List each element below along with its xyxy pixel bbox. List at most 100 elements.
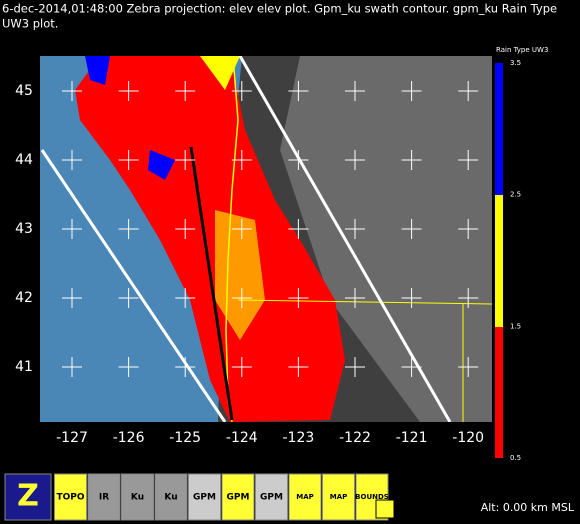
grid-cross: [401, 150, 422, 170]
icon-label[interactable]: GPM: [260, 493, 283, 503]
toolbar-icon[interactable]: GPM: [255, 473, 288, 521]
grid-cross: [458, 357, 479, 377]
lat-label: 44: [15, 152, 33, 168]
icon-face[interactable]: [87, 473, 121, 521]
icon-label[interactable]: BOUNDS: [355, 493, 389, 501]
rain-yellow: [200, 56, 240, 90]
grid-cross: [118, 150, 139, 170]
terrain-high: [280, 56, 492, 422]
grid-cross: [288, 150, 309, 170]
grid-cross: [231, 219, 252, 239]
state-border: [237, 299, 492, 305]
icon-face[interactable]: [221, 473, 255, 521]
status: Alt: 0.00 km MSL: [481, 501, 575, 514]
lon-label: -120: [452, 430, 484, 446]
grid-cross: [118, 288, 139, 308]
lon-label: -125: [169, 430, 201, 446]
grid-cross: [231, 81, 252, 101]
icon-label[interactable]: MAP: [330, 493, 348, 501]
icon-label[interactable]: GPM: [193, 493, 216, 503]
toolbar: Z TOPO IR Ku Ku GPM GPM GPM MAP MAP BOUNDS: [4, 473, 395, 521]
icon-face[interactable]: [188, 473, 221, 521]
grid-cross: [288, 219, 309, 239]
colorbar: Rain Type UW3: [495, 46, 548, 458]
track: [189, 146, 234, 421]
icon-label[interactable]: TOPO: [56, 493, 84, 503]
icon-face[interactable]: [54, 473, 87, 521]
icon-label[interactable]: IR: [99, 493, 109, 503]
grid-cross: [175, 288, 196, 308]
colorbar-label: 1.5: [510, 322, 521, 330]
icon-face[interactable]: [121, 473, 154, 521]
icon-label[interactable]: MAP: [296, 493, 314, 501]
toolbar-icon[interactable]: TOPO: [54, 473, 87, 521]
icon-face[interactable]: [4, 473, 52, 521]
toolbar-icon[interactable]: MAP: [288, 473, 322, 521]
colorbar-blue: [495, 63, 503, 195]
grid-cross: [175, 150, 196, 170]
grid-cross: [458, 288, 479, 308]
rain-stratiform: [75, 56, 345, 422]
grid-cross: [458, 81, 479, 101]
toolbar-icon[interactable]: Z: [4, 473, 52, 521]
grid-cross: [401, 357, 422, 377]
colorbar-title: Rain Type UW3: [496, 46, 548, 54]
grid-cross: [458, 150, 479, 170]
lon-label: -126: [113, 430, 145, 446]
grid-cross: [231, 288, 252, 308]
grid-cross: [458, 219, 479, 239]
grid-cross: [401, 219, 422, 239]
swath-edge: [238, 56, 452, 422]
grid-cross: [175, 81, 196, 101]
grid-button[interactable]: [375, 499, 395, 519]
lat-label: 45: [15, 83, 33, 99]
toolbar-icon[interactable]: Ku: [121, 473, 154, 521]
grid-cross: [62, 150, 82, 170]
grid-cross: [345, 81, 365, 101]
grid-cross: [118, 81, 139, 101]
lon-label: -122: [339, 430, 371, 446]
grid-cross: [118, 357, 139, 377]
lat-label: 43: [15, 221, 33, 237]
grid-cross: [62, 357, 82, 377]
colorbar-label: 0.5: [510, 454, 521, 462]
grid-cross: [175, 219, 196, 239]
grid-cross: [345, 219, 365, 239]
grid-cross: [118, 219, 139, 239]
grid-cross: [231, 150, 252, 170]
map: [40, 56, 492, 422]
grid-cross: [288, 357, 309, 377]
grid-cross: [345, 357, 365, 377]
icon-face[interactable]: [154, 473, 188, 521]
lat-label: 41: [15, 359, 33, 375]
grid-cross: [401, 288, 422, 308]
grid-cross: [231, 357, 252, 377]
grid-cross: [175, 357, 196, 377]
grid-cross: [288, 81, 309, 101]
colorbar-red: [495, 327, 503, 458]
icon-face[interactable]: [288, 473, 322, 521]
icon-label[interactable]: Z: [17, 479, 39, 514]
colorbar-label: 2.5: [510, 191, 521, 199]
grid-cross: [288, 288, 309, 308]
rain-blue: [148, 150, 175, 180]
icon-label[interactable]: GPM: [227, 493, 250, 503]
toolbar-icon[interactable]: GPM: [188, 473, 221, 521]
toolbar-icon[interactable]: MAP: [322, 473, 355, 521]
icon-label[interactable]: Ku: [131, 493, 144, 503]
rain-blue: [85, 56, 110, 85]
title-line2: UW3 plot.: [2, 17, 58, 31]
icon-label[interactable]: Ku: [164, 493, 177, 503]
rain-convective: [215, 210, 265, 340]
grid-cross: [345, 288, 365, 308]
lat-label: 42: [15, 290, 33, 306]
toolbar-icon[interactable]: GPM: [221, 473, 255, 521]
lon-label: -124: [226, 430, 258, 446]
icon-face[interactable]: [255, 473, 288, 521]
toolbar-icon[interactable]: IR: [87, 473, 121, 521]
grid-cross: [62, 288, 82, 308]
toolbar-icon[interactable]: Ku: [154, 473, 188, 521]
icon-face[interactable]: [322, 473, 355, 521]
title-line1: 6-dec-2014,01:48:00 Zebra projection: el…: [2, 2, 557, 16]
